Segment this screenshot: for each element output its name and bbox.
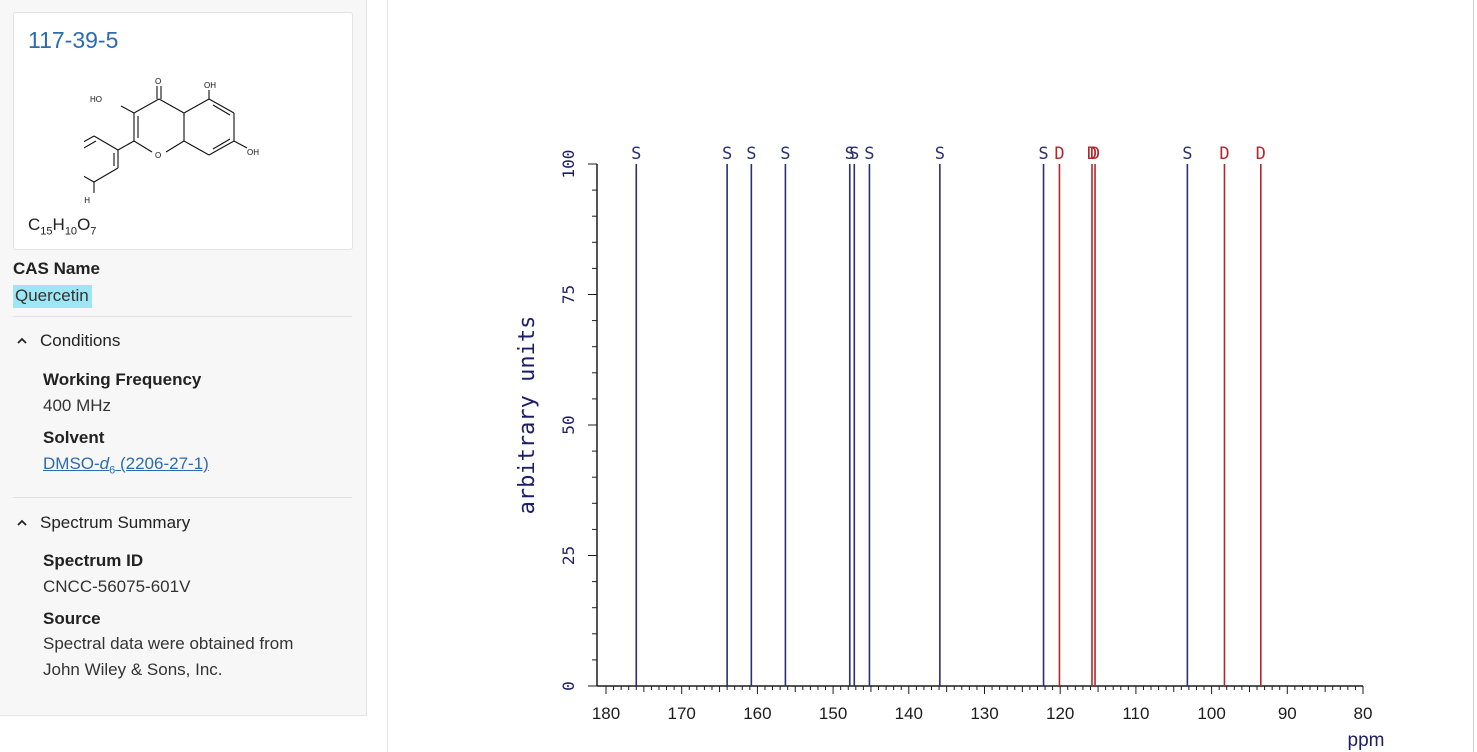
spectrum-summary-toggle[interactable]: Spectrum Summary (15, 513, 190, 533)
sidebar-panel: 117-39-5 (0, 0, 367, 716)
source-label: Source (43, 609, 101, 628)
peak-multiplicity-label: S (935, 144, 945, 164)
x-tick-label: 80 (1354, 704, 1373, 723)
compound-card: 117-39-5 (13, 12, 353, 250)
y-tick-label: 25 (559, 546, 578, 565)
y-tick-label: 75 (559, 285, 578, 304)
source-value-line1: Spectral data were obtained from (43, 634, 294, 653)
structure-label-ho: HO (90, 95, 102, 104)
x-tick-label: 140 (895, 704, 923, 723)
working-frequency-label: Working Frequency (43, 370, 202, 389)
peak-multiplicity-label: S (864, 144, 874, 164)
structure-label-oh: OH (247, 148, 259, 157)
spectrum-summary-header: Spectrum Summary (40, 513, 191, 532)
solvent-link[interactable]: DMSO-d6 (2206-27-1) (43, 454, 209, 477)
peak-multiplicity-label: D (1054, 144, 1064, 164)
peak-multiplicity-label: D (1219, 144, 1229, 164)
peak-multiplicity-label: D (1087, 144, 1097, 164)
spectrum-id-label: Spectrum ID (43, 551, 144, 570)
structure-label-oh: OH (204, 81, 216, 90)
x-tick-label: 160 (743, 704, 771, 723)
y-axis-label: arbitrary units (515, 316, 540, 515)
x-tick-label: 130 (970, 704, 998, 723)
solvent-value: DMSO-d6 (2206-27-1) (43, 454, 209, 476)
peak-multiplicity-label: D (1256, 144, 1266, 164)
nmr-spectrum-chart: 0 25 50 75 100 arbitrary units 180 170 160 150 140… (515, 144, 1385, 751)
cas-number-link[interactable]: 117-39-5 (28, 27, 119, 53)
divider (13, 316, 352, 317)
structure-label-ring-o: O (155, 151, 161, 160)
chemical-structure-image: O OH HO OH HO OH O (84, 77, 259, 205)
peak-multiplicity-label: S (780, 144, 790, 164)
structure-label-o: O (155, 77, 161, 86)
peak-multiplicity-label: D (1090, 144, 1100, 164)
spectrum-id-value: CNCC-56075-601V (43, 577, 191, 596)
peak-multiplicity-label: S (722, 144, 732, 164)
y-tick-label: 0 (559, 681, 578, 691)
x-tick-label: 110 (1122, 704, 1149, 723)
y-tick-label: 100 (559, 150, 578, 179)
solvent-label: Solvent (43, 428, 105, 447)
conditions-header: Conditions (40, 331, 121, 350)
x-axis-label: ppm (1348, 730, 1385, 751)
peak-multiplicity-label: S (1038, 144, 1048, 164)
peak-multiplicity-label: S (1182, 144, 1192, 164)
panel-border (1473, 0, 1474, 752)
y-tick-label: 50 (559, 415, 578, 434)
working-frequency-value: 400 MHz (43, 396, 112, 415)
x-tick-label: 180 (592, 704, 620, 723)
chevron-up-icon (17, 519, 27, 526)
chevron-up-icon (17, 337, 27, 344)
cas-name-label: CAS Name (13, 259, 100, 278)
divider (13, 497, 352, 498)
x-tick-label: 120 (1046, 704, 1074, 723)
peak-multiplicity-label: S (746, 144, 756, 164)
x-tick-label: 170 (668, 704, 696, 723)
peak-multiplicity-label: S (849, 144, 859, 164)
x-tick-label: 100 (1197, 704, 1225, 723)
cas-name-value: Quercetin (13, 285, 92, 308)
x-tick-label: 150 (819, 704, 847, 723)
conditions-toggle[interactable]: Conditions (15, 331, 120, 351)
molecular-formula: C15H10O7 (28, 215, 97, 238)
peak-multiplicity-label: S (845, 144, 855, 164)
spectrum-chart-panel: 0 25 50 75 100 arbitrary units 180 170 160 150 140… (387, 0, 1477, 752)
structure-label-oh: OH (84, 196, 90, 205)
source-value-line2: John Wiley & Sons, Inc. (43, 660, 223, 679)
x-tick-label: 90 (1278, 704, 1297, 723)
peak-multiplicity-label: S (631, 144, 641, 164)
